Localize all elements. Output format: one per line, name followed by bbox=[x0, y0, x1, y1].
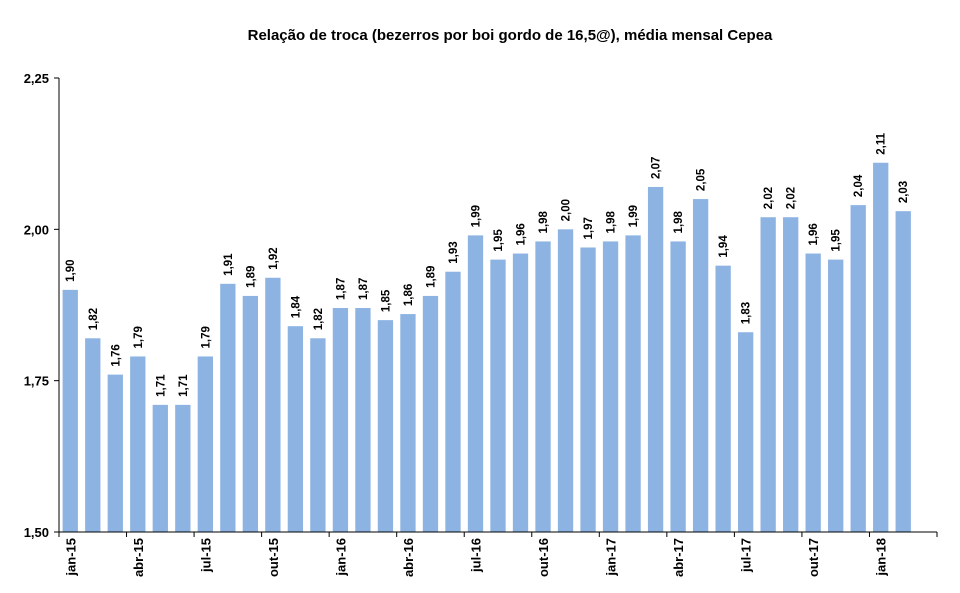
data-label: 1,87 bbox=[358, 278, 370, 300]
bar bbox=[355, 308, 371, 532]
data-label: 1,96 bbox=[516, 223, 528, 245]
x-tick-label: jul-16 bbox=[468, 538, 483, 573]
bar bbox=[602, 241, 619, 532]
x-tick-label: jan-17 bbox=[604, 538, 619, 577]
data-label: 2,02 bbox=[763, 187, 775, 209]
bar bbox=[287, 326, 304, 532]
data-label: 1,86 bbox=[403, 284, 415, 306]
bar bbox=[873, 162, 889, 532]
data-label: 2,05 bbox=[696, 168, 708, 191]
data-label: 1,71 bbox=[155, 374, 167, 397]
bar bbox=[265, 277, 281, 532]
chart-title: Relação de troca (bezerros por boi gordo… bbox=[248, 27, 773, 44]
y-tick-label: 1,50 bbox=[24, 525, 49, 540]
data-labels: 1,90 1,82 1,76 1,79 1,71 1,71 1,79 1,91 1,89 1,92… bbox=[65, 132, 910, 396]
data-label: 1,79 bbox=[133, 326, 145, 348]
x-tick-label: jan-18 bbox=[874, 538, 889, 577]
bar bbox=[130, 356, 146, 532]
data-label: 1,97 bbox=[583, 217, 595, 239]
x-tick-label: jan-15 bbox=[63, 538, 78, 577]
data-label: 1,93 bbox=[448, 241, 460, 263]
data-label: 1,98 bbox=[673, 210, 685, 233]
bar bbox=[310, 338, 326, 532]
bar bbox=[895, 211, 911, 532]
data-label: 1,89 bbox=[245, 266, 257, 288]
data-label: 1,90 bbox=[65, 259, 77, 281]
bar bbox=[467, 235, 484, 533]
data-label: 1,76 bbox=[110, 344, 122, 366]
data-label: 2,03 bbox=[898, 181, 910, 203]
bar bbox=[828, 259, 844, 532]
data-label: 1,98 bbox=[606, 210, 618, 233]
data-label: 1,92 bbox=[268, 247, 280, 269]
data-label: 1,82 bbox=[313, 308, 325, 330]
data-label: 2,04 bbox=[853, 174, 865, 197]
y-tick-label: 2,25 bbox=[24, 71, 49, 86]
bar bbox=[62, 289, 78, 532]
data-label: 1,85 bbox=[380, 289, 392, 312]
bar bbox=[783, 217, 799, 532]
bar bbox=[85, 338, 101, 532]
x-axis: jan-15 abr-15 jul-15 out-15 jan-16 abr-16 jul-… bbox=[58, 531, 938, 577]
bar bbox=[737, 332, 754, 532]
bar bbox=[670, 241, 686, 532]
data-label: 1,91 bbox=[223, 253, 235, 276]
data-label: 2,00 bbox=[561, 199, 573, 221]
x-tick-label: abr-16 bbox=[401, 538, 416, 577]
bar bbox=[107, 374, 123, 532]
bar bbox=[760, 217, 776, 532]
bar bbox=[512, 253, 529, 532]
data-label: 1,79 bbox=[200, 326, 212, 348]
bar bbox=[557, 229, 574, 533]
x-tick-label: jul-15 bbox=[198, 538, 213, 573]
data-label: 2,07 bbox=[651, 157, 663, 179]
bar bbox=[152, 404, 168, 532]
x-tick-label: out-17 bbox=[806, 538, 821, 577]
data-label: 1,71 bbox=[178, 374, 190, 397]
x-tick-label: abr-15 bbox=[131, 538, 146, 577]
bars bbox=[62, 162, 911, 533]
data-label: 1,87 bbox=[335, 278, 347, 300]
bar bbox=[580, 247, 596, 532]
x-tick-label: out-16 bbox=[536, 538, 551, 577]
data-label: 1,99 bbox=[470, 205, 482, 227]
bar bbox=[692, 199, 709, 533]
bar bbox=[197, 356, 213, 532]
bar bbox=[220, 283, 236, 532]
data-label: 2,02 bbox=[786, 187, 798, 209]
bar bbox=[332, 308, 349, 532]
bar bbox=[175, 404, 191, 532]
data-label: 1,95 bbox=[831, 229, 843, 252]
x-tick-label: jan-16 bbox=[333, 538, 348, 577]
bar bbox=[647, 186, 664, 532]
data-label: 1,98 bbox=[538, 210, 550, 233]
bar bbox=[535, 241, 551, 532]
data-label: 1,96 bbox=[808, 223, 820, 245]
bar bbox=[625, 235, 641, 533]
data-label: 1,84 bbox=[290, 295, 302, 318]
x-tick-label: jul-17 bbox=[739, 538, 754, 573]
data-label: 2,11 bbox=[876, 132, 888, 154]
bar bbox=[422, 295, 439, 532]
y-axis: 1,50 1,75 2,00 2,25 bbox=[24, 71, 60, 540]
data-label: 1,94 bbox=[718, 235, 730, 258]
bar bbox=[805, 253, 821, 532]
bar bbox=[445, 271, 461, 532]
bar bbox=[715, 265, 731, 532]
bar bbox=[400, 314, 416, 532]
bar bbox=[850, 205, 866, 532]
x-tick-label: abr-17 bbox=[671, 538, 686, 577]
bar bbox=[377, 320, 394, 532]
bar bbox=[490, 259, 506, 532]
data-label: 1,95 bbox=[493, 229, 505, 252]
y-tick-label: 1,75 bbox=[24, 374, 49, 389]
x-tick-label: out-15 bbox=[266, 538, 281, 577]
data-label: 1,83 bbox=[741, 302, 753, 324]
bar bbox=[242, 295, 259, 532]
y-tick-label: 2,00 bbox=[24, 222, 49, 237]
data-label: 1,89 bbox=[425, 266, 437, 288]
data-label: 1,82 bbox=[88, 308, 100, 330]
data-label: 1,99 bbox=[628, 205, 640, 227]
